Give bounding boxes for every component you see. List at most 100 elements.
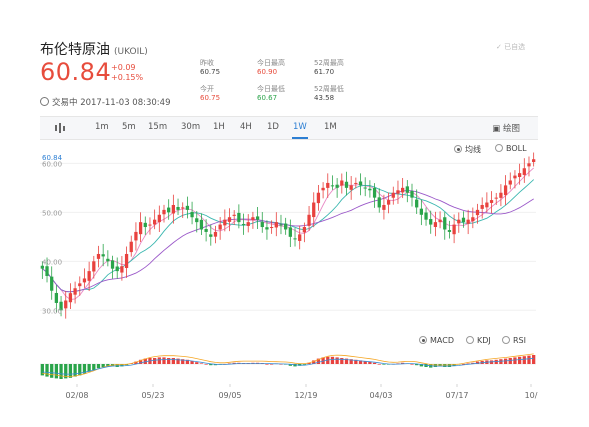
candle[interactable] (321, 182, 325, 199)
candle[interactable] (471, 207, 475, 229)
period-1h[interactable]: 1H (213, 122, 225, 132)
candle[interactable] (494, 192, 498, 205)
period-1m[interactable]: 1m (95, 122, 109, 132)
candle[interactable] (508, 172, 512, 190)
candle[interactable] (54, 285, 59, 313)
candle[interactable] (209, 224, 213, 246)
candle[interactable] (443, 212, 447, 240)
candle[interactable] (92, 255, 96, 279)
candle[interactable] (330, 175, 335, 190)
candle[interactable] (167, 199, 171, 220)
candle[interactable] (96, 245, 101, 268)
candle[interactable] (143, 216, 147, 235)
candle[interactable] (40, 261, 44, 279)
candle[interactable] (199, 213, 204, 236)
candle[interactable] (190, 201, 194, 225)
candle[interactable] (513, 170, 517, 189)
candle[interactable] (181, 202, 185, 218)
candle[interactable] (50, 266, 54, 300)
candle[interactable] (45, 257, 49, 283)
candle[interactable] (241, 213, 246, 235)
candle[interactable] (227, 208, 232, 232)
draw-tool-button[interactable]: ▣ 绘图 (492, 122, 520, 134)
candle[interactable] (503, 175, 508, 205)
candle[interactable] (73, 281, 77, 304)
option-macd[interactable]: MACD (419, 336, 454, 345)
candle[interactable] (485, 192, 489, 213)
candle[interactable] (265, 220, 269, 240)
candle[interactable] (372, 183, 377, 208)
candle[interactable] (475, 203, 480, 224)
candle[interactable] (326, 173, 330, 198)
candle[interactable] (176, 198, 180, 216)
candle[interactable] (237, 204, 241, 229)
candle[interactable] (461, 211, 466, 228)
candle[interactable] (457, 212, 461, 233)
candle[interactable] (162, 204, 166, 223)
candle[interactable] (106, 250, 110, 267)
option-boll[interactable]: BOLL (495, 144, 527, 153)
candle[interactable] (218, 217, 222, 240)
period-15m[interactable]: 15m (148, 122, 168, 132)
candle[interactable] (349, 176, 353, 200)
candle[interactable] (68, 283, 73, 309)
period-1w[interactable]: 1W (293, 122, 307, 132)
candle[interactable] (185, 196, 190, 219)
candle[interactable] (64, 290, 68, 319)
candle[interactable] (129, 235, 133, 257)
candle[interactable] (288, 219, 292, 248)
candle[interactable] (293, 228, 297, 247)
candle[interactable] (213, 225, 218, 244)
candle[interactable] (401, 178, 405, 199)
candle[interactable] (260, 212, 264, 233)
candle[interactable] (358, 173, 363, 196)
candle[interactable] (87, 261, 91, 292)
period-4h[interactable]: 4H (240, 122, 252, 132)
candle[interactable] (223, 209, 227, 232)
candle[interactable] (419, 199, 423, 226)
candle[interactable] (284, 217, 288, 235)
candle[interactable] (279, 214, 283, 235)
candle[interactable] (522, 158, 526, 183)
candle[interactable] (115, 257, 119, 279)
candle[interactable] (255, 207, 260, 230)
candle[interactable] (368, 180, 372, 198)
candle[interactable] (302, 222, 307, 243)
candle[interactable] (82, 268, 87, 288)
period-1d[interactable]: 1D (267, 122, 279, 132)
candle[interactable] (386, 192, 391, 214)
candlestick-type-icon[interactable] (54, 123, 68, 133)
candle[interactable] (110, 255, 115, 279)
option-kdj[interactable]: KDJ (466, 336, 491, 345)
candle[interactable] (153, 209, 157, 230)
candle[interactable] (410, 183, 414, 207)
candle[interactable] (391, 186, 395, 205)
candle[interactable] (246, 214, 250, 233)
period-30m[interactable]: 30m (181, 122, 201, 132)
candle[interactable] (396, 180, 400, 204)
candle[interactable] (195, 211, 199, 233)
candle[interactable] (59, 296, 63, 317)
candle[interactable] (499, 184, 503, 207)
candle[interactable] (354, 177, 358, 189)
candle[interactable] (377, 188, 381, 213)
candle[interactable] (527, 156, 531, 177)
period-1mo[interactable]: 1M (324, 122, 337, 132)
candle[interactable] (480, 197, 484, 219)
self-select-button[interactable]: ✓ 已自选 (496, 43, 526, 51)
candle[interactable] (489, 191, 494, 214)
candle[interactable] (438, 211, 442, 229)
candle[interactable] (312, 192, 316, 228)
candle[interactable] (124, 246, 129, 278)
candle[interactable] (157, 205, 161, 232)
candle[interactable] (363, 177, 367, 197)
candle[interactable] (78, 276, 82, 296)
macd-chart[interactable] (40, 344, 540, 380)
candle[interactable] (134, 222, 138, 251)
candle[interactable] (204, 219, 208, 242)
candle[interactable] (429, 210, 433, 234)
candle[interactable] (274, 212, 278, 237)
candle[interactable] (171, 194, 175, 224)
candle[interactable] (269, 220, 274, 234)
candle[interactable] (433, 211, 438, 237)
